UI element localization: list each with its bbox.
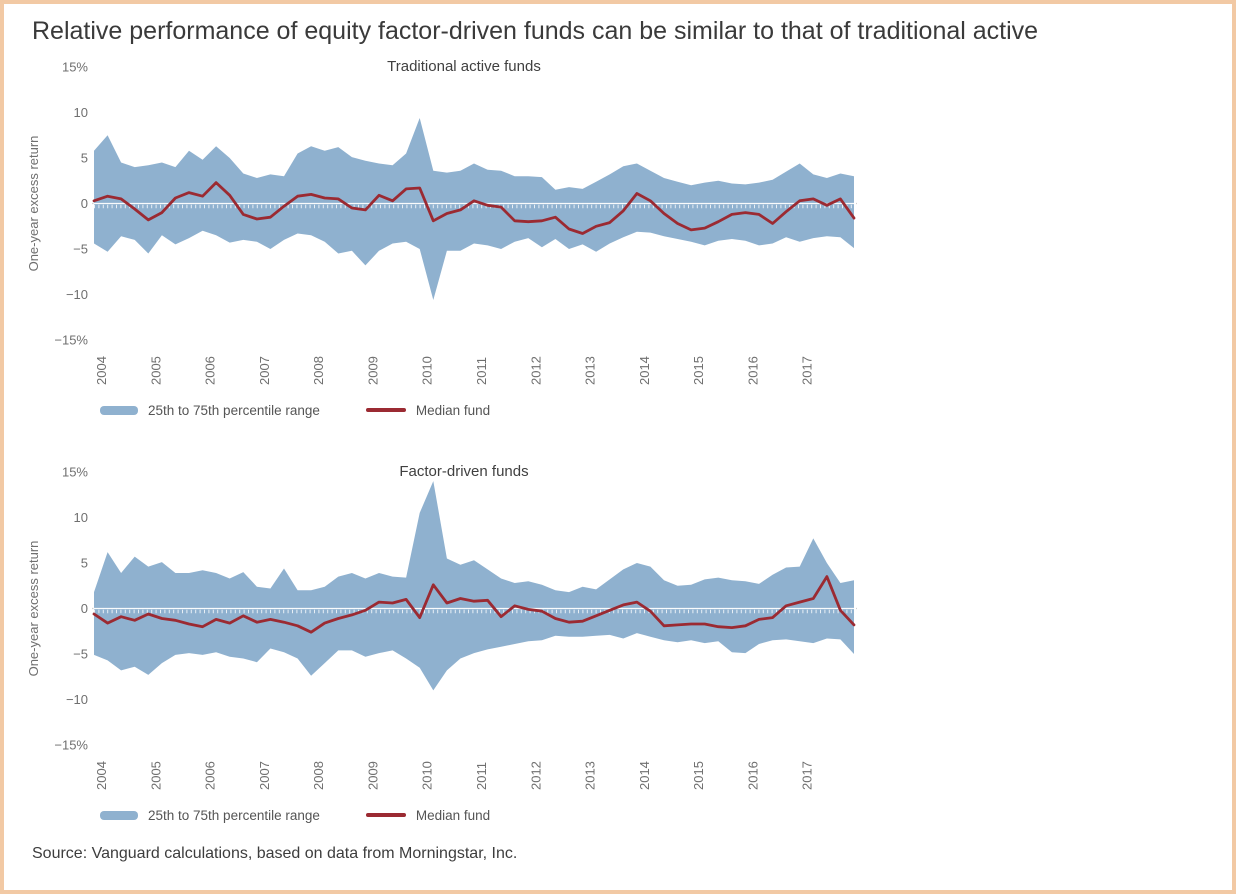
y-tick-label: 5 [81, 556, 88, 571]
x-tick-label: 2017 [800, 356, 815, 385]
median-fund-label: Median fund [415, 402, 491, 418]
median-fund-line [92, 181, 856, 236]
x-tick-label: 2016 [745, 356, 760, 385]
percentile-band-label: 25th to 75th percentile range [148, 402, 320, 418]
x-tick-label: 2013 [583, 761, 598, 790]
median-line-swatch-icon [365, 408, 406, 413]
x-tick-label: 2004 [94, 356, 109, 385]
legend-item-median-fund: Median fund [365, 402, 491, 418]
spacer [4, 422, 1232, 456]
y-tick-label: −15% [54, 738, 88, 753]
y-tick-label: 10 [74, 510, 88, 525]
y-tick-label: 0 [81, 601, 88, 616]
y-tick-label: −5 [73, 242, 88, 257]
source-note: Source: Vanguard calculations, based on … [32, 845, 518, 863]
x-tick-label: 2012 [528, 761, 543, 790]
x-tick-label: 2008 [311, 356, 326, 385]
x-tick-label: 2017 [800, 761, 815, 790]
chart-factor-driven: Factor-driven funds 15% 10 5 0 −5 −10 −15% One-y… [4, 456, 1232, 827]
median-fund-line [92, 575, 856, 634]
x-tick-label: 2005 [148, 761, 163, 790]
chart-traditional-active: Traditional active funds 15% 10 5 0 −5 −10 −15%… [4, 51, 1232, 422]
median-fund-label: Median fund [415, 807, 491, 823]
factor-driven-chart-canvas: Factor-driven funds 15% 10 5 0 −5 −10 −15% One-y… [26, 463, 857, 790]
legend-traditional: 25th to 75th percentile range Median fun… [100, 398, 1232, 422]
x-tick-label: 2008 [311, 761, 326, 790]
x-tick-label: 2009 [365, 356, 380, 385]
legend-item-percentile-range: 25th to 75th percentile range [100, 403, 320, 418]
percentile-band-label: 25th to 75th percentile range [148, 807, 320, 823]
page-title: Relative performance of equity factor-dr… [32, 17, 1039, 45]
percentile-band-swatch-icon [100, 405, 138, 415]
x-tick-label: 2016 [745, 761, 760, 790]
x-tick-label: 2011 [474, 762, 489, 790]
x-tick-label: 2011 [474, 357, 489, 385]
x-tick-label: 2010 [420, 356, 435, 385]
y-tick-label: 0 [81, 196, 88, 211]
x-tick-label: 2014 [637, 356, 652, 385]
y-axis-title: One-year excess return [26, 541, 41, 677]
y-tick-label: −10 [66, 692, 88, 707]
legend-item-percentile-range: 25th to 75th percentile range [100, 808, 320, 823]
y-tick-label: 5 [81, 151, 88, 166]
x-tick-label: 2015 [691, 356, 706, 385]
x-tick-label: 2013 [583, 356, 598, 385]
y-tick-label: −5 [73, 647, 88, 662]
x-tick-label: 2006 [203, 761, 218, 790]
percentile-band-swatch-icon [100, 810, 138, 820]
traditional-active-chart-canvas: Traditional active funds 15% 10 5 0 −5 −10 −15%… [26, 58, 857, 385]
chart-title: Traditional active funds [387, 58, 541, 75]
x-tick-label: 2007 [257, 356, 272, 385]
legend-item-median-fund: Median fund [365, 807, 491, 823]
x-tick-label: 2004 [94, 761, 109, 790]
x-tick-label: 2006 [203, 356, 218, 385]
x-tick-label: 2007 [257, 761, 272, 790]
y-axis-title: One-year excess return [26, 136, 41, 272]
x-tick-label: 2012 [528, 356, 543, 385]
x-tick-label: 2009 [365, 761, 380, 790]
legend-factor-driven: 25th to 75th percentile range Median fun… [100, 803, 1232, 827]
median-line-swatch-icon [365, 813, 406, 818]
y-tick-label: 15% [62, 60, 88, 75]
y-tick-label: 15% [62, 465, 88, 480]
x-tick-label: 2005 [148, 356, 163, 385]
x-tick-label: 2014 [637, 761, 652, 790]
percentile-band-area [94, 481, 854, 691]
chart-title: Factor-driven funds [399, 463, 528, 480]
percentile-band-area [94, 118, 854, 301]
x-tick-label: 2010 [420, 761, 435, 790]
x-tick-label: 2015 [691, 761, 706, 790]
y-tick-label: −15% [54, 333, 88, 348]
y-tick-label: 10 [74, 105, 88, 120]
y-tick-label: −10 [66, 287, 88, 302]
